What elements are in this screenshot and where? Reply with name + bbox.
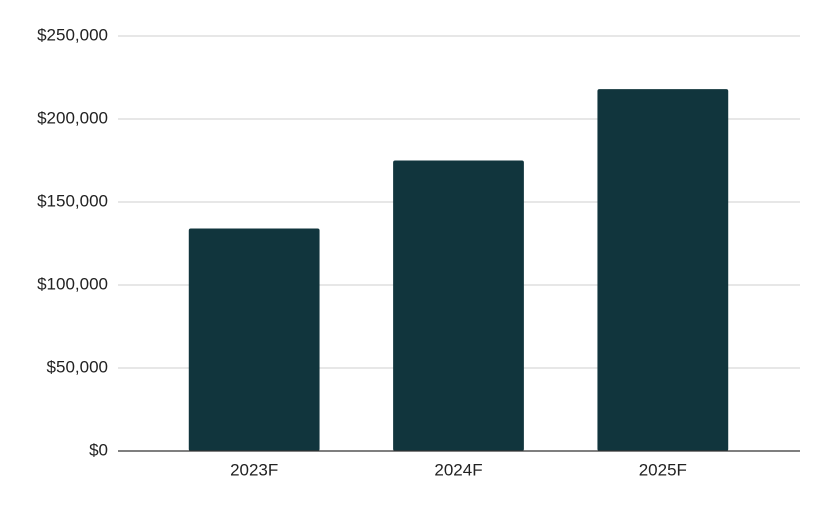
x-tick-label: 2025F: [639, 460, 687, 479]
bar: [393, 160, 524, 451]
y-tick-label: $150,000: [37, 191, 108, 210]
bar: [597, 89, 729, 452]
y-tick-label: $0: [89, 440, 108, 459]
x-tick-label: 2023F: [230, 460, 278, 479]
y-tick-label: $250,000: [37, 25, 108, 44]
y-tick-label: $200,000: [37, 108, 108, 127]
bar: [188, 228, 320, 451]
x-tick-label: 2024F: [434, 460, 482, 479]
y-tick-label: $50,000: [47, 357, 108, 376]
y-tick-label: $100,000: [37, 274, 108, 293]
